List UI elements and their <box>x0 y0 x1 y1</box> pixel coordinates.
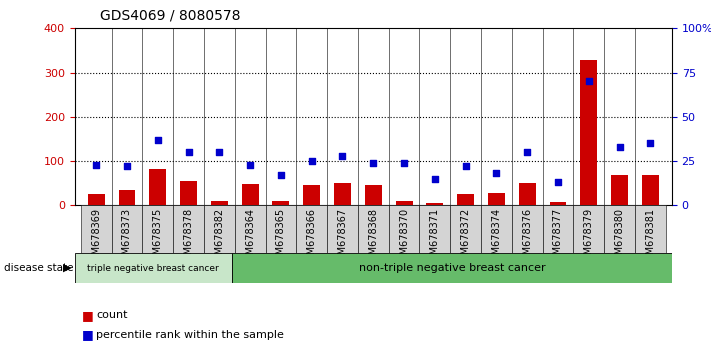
Text: ■: ■ <box>82 309 94 321</box>
Bar <box>481 205 512 253</box>
Text: GSM678374: GSM678374 <box>491 208 501 267</box>
Bar <box>573 205 604 253</box>
Bar <box>389 205 419 253</box>
Text: GSM678365: GSM678365 <box>276 208 286 267</box>
Point <box>122 164 133 169</box>
Text: GSM678364: GSM678364 <box>245 208 255 267</box>
Bar <box>180 181 197 205</box>
Point <box>183 149 194 155</box>
Bar <box>112 205 142 253</box>
Bar <box>81 205 112 253</box>
Bar <box>519 183 535 205</box>
Point <box>337 153 348 159</box>
Point <box>491 171 502 176</box>
Bar <box>119 190 136 205</box>
Bar <box>358 205 389 253</box>
Bar <box>211 201 228 205</box>
Point <box>214 149 225 155</box>
Bar <box>87 194 105 205</box>
Bar <box>303 184 320 205</box>
Point <box>90 162 102 167</box>
Bar <box>635 205 665 253</box>
Bar <box>542 205 573 253</box>
Bar <box>550 202 567 205</box>
Point <box>245 162 256 167</box>
Text: GSM678372: GSM678372 <box>461 208 471 267</box>
Bar <box>488 193 505 205</box>
Bar <box>296 205 327 253</box>
Text: GSM678373: GSM678373 <box>122 208 132 267</box>
Bar <box>365 185 382 205</box>
Bar <box>457 194 474 205</box>
Bar <box>427 203 444 205</box>
Text: GSM678380: GSM678380 <box>614 208 624 267</box>
Point <box>645 141 656 146</box>
Bar <box>450 205 481 253</box>
Point <box>152 137 164 143</box>
Text: non-triple negative breast cancer: non-triple negative breast cancer <box>358 263 545 273</box>
Bar <box>149 169 166 205</box>
Bar <box>235 205 265 253</box>
Bar <box>419 205 450 253</box>
Text: GSM678366: GSM678366 <box>306 208 316 267</box>
Bar <box>611 175 628 205</box>
Text: percentile rank within the sample: percentile rank within the sample <box>96 330 284 339</box>
Point <box>583 79 594 84</box>
Text: GSM678382: GSM678382 <box>214 208 225 267</box>
Text: triple negative breast cancer: triple negative breast cancer <box>87 264 219 273</box>
Bar <box>642 175 659 205</box>
Point <box>552 179 564 185</box>
Text: count: count <box>96 310 127 320</box>
Point <box>521 149 533 155</box>
Point <box>275 172 287 178</box>
Text: GDS4069 / 8080578: GDS4069 / 8080578 <box>100 9 240 23</box>
Bar <box>142 205 173 253</box>
Point <box>614 144 625 150</box>
Bar <box>272 201 289 205</box>
Text: ▶: ▶ <box>63 263 71 273</box>
Text: GSM678381: GSM678381 <box>646 208 656 267</box>
Bar <box>173 205 204 253</box>
Bar <box>580 60 597 205</box>
Point <box>429 176 441 182</box>
Text: GSM678375: GSM678375 <box>153 208 163 267</box>
Point <box>306 158 317 164</box>
Text: GSM678367: GSM678367 <box>338 208 348 267</box>
Point <box>398 160 410 166</box>
Text: GSM678368: GSM678368 <box>368 208 378 267</box>
Text: GSM678377: GSM678377 <box>553 208 563 267</box>
Bar <box>242 184 259 205</box>
Bar <box>265 205 296 253</box>
Bar <box>512 205 542 253</box>
Bar <box>334 183 351 205</box>
Text: ■: ■ <box>82 328 94 341</box>
Bar <box>75 253 232 283</box>
Point <box>460 164 471 169</box>
Point <box>368 160 379 166</box>
Bar <box>327 205 358 253</box>
Bar <box>204 205 235 253</box>
Text: GSM678369: GSM678369 <box>91 208 101 267</box>
Text: GSM678371: GSM678371 <box>430 208 440 267</box>
Text: GSM678378: GSM678378 <box>183 208 193 267</box>
Bar <box>604 205 635 253</box>
Text: GSM678379: GSM678379 <box>584 208 594 267</box>
Bar <box>395 201 412 205</box>
Text: disease state: disease state <box>4 263 73 273</box>
Text: GSM678370: GSM678370 <box>399 208 409 267</box>
Bar <box>232 253 672 283</box>
Text: GSM678376: GSM678376 <box>522 208 533 267</box>
